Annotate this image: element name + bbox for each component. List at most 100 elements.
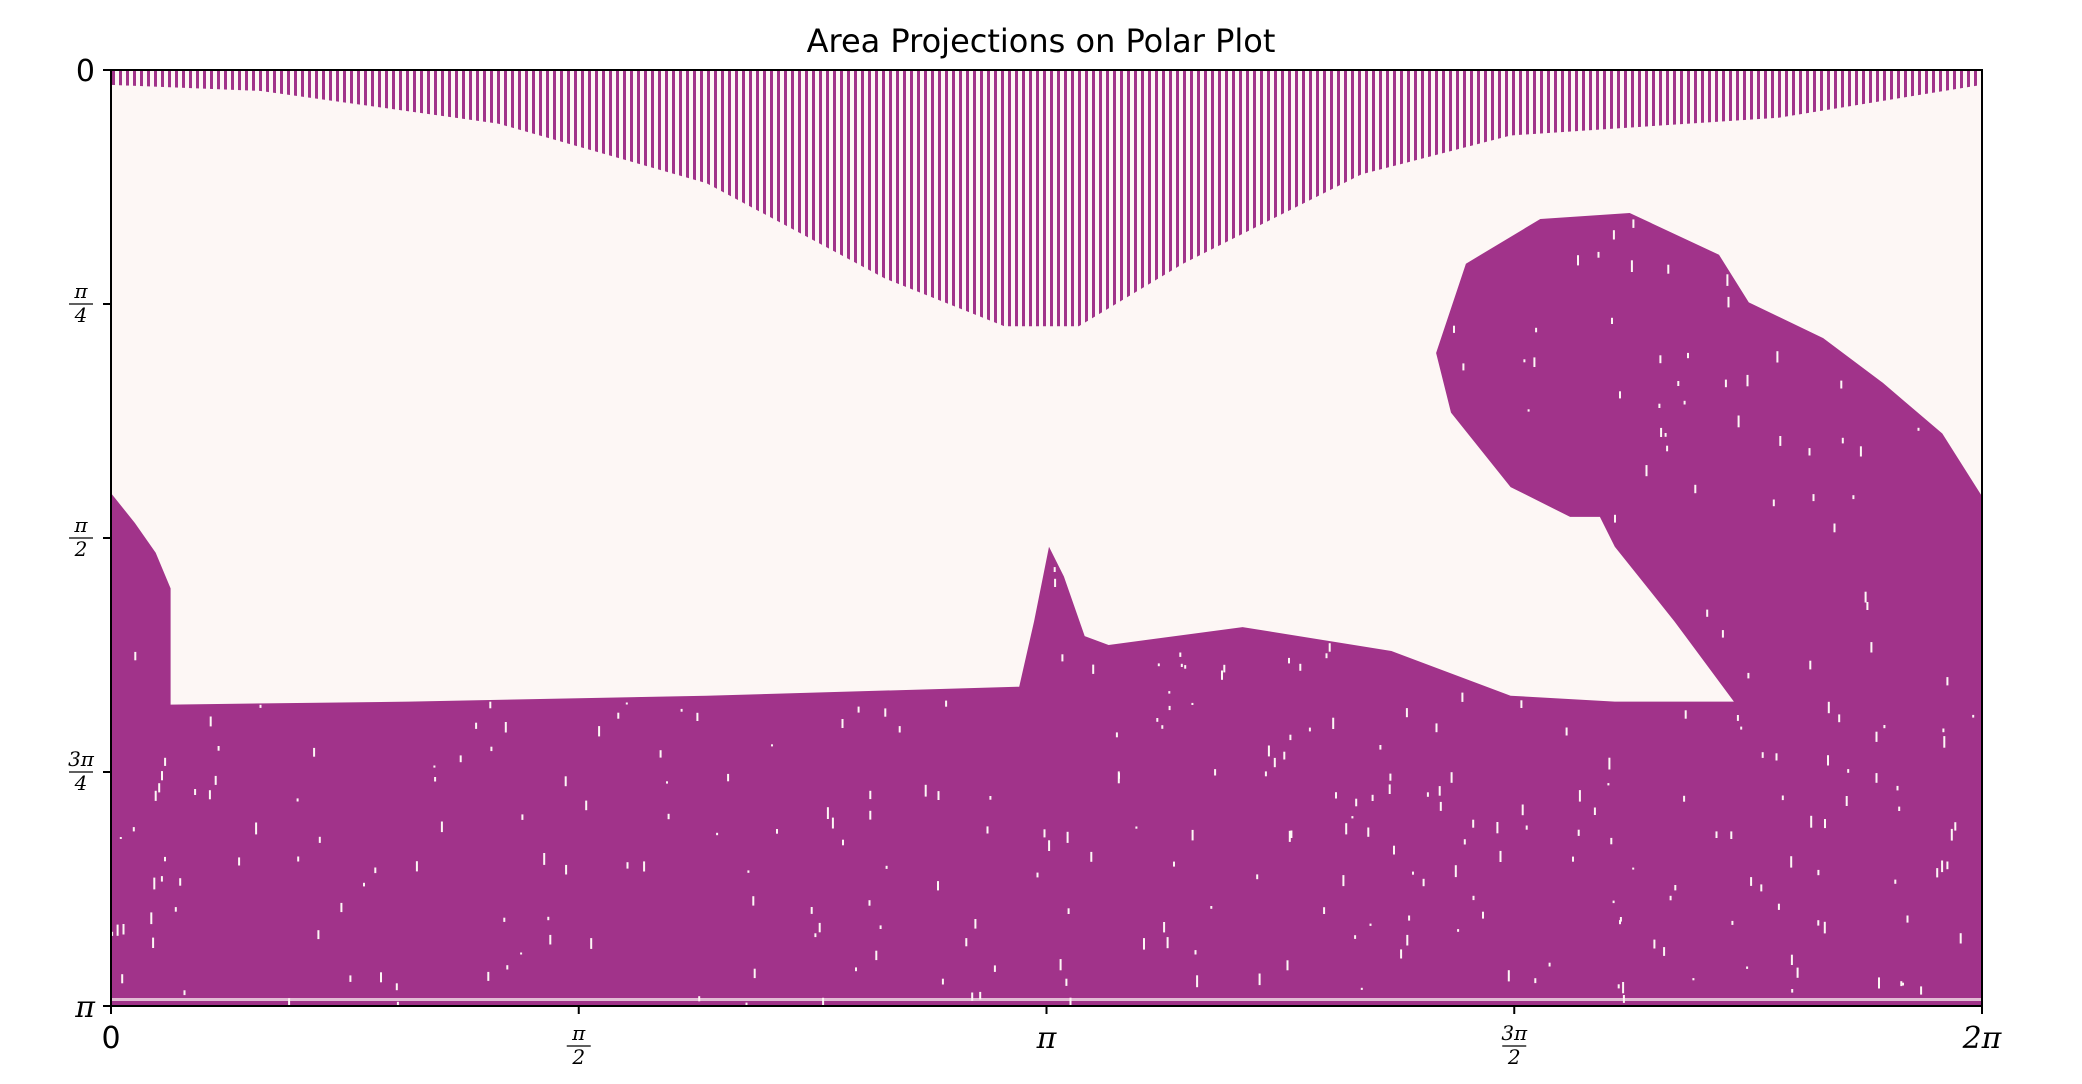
speckle (1943, 736, 1946, 748)
speckle (1896, 785, 1899, 791)
speckle (1507, 970, 1510, 982)
speckle (1617, 984, 1620, 989)
speckle (1462, 363, 1465, 371)
speckle (1325, 653, 1328, 659)
speckle (1878, 977, 1880, 989)
speckle (1727, 296, 1730, 308)
speckle (255, 822, 258, 835)
speckle (1875, 773, 1878, 783)
speckle (1777, 903, 1780, 910)
speckle (1607, 783, 1610, 786)
speckle (1917, 427, 1920, 431)
y-tick-label-4: π (74, 990, 96, 1025)
speckle (1632, 219, 1635, 228)
speckle (174, 907, 177, 912)
chart-title: Area Projections on Polar Plot (807, 22, 1276, 60)
speckle (1521, 804, 1524, 816)
speckle (153, 877, 156, 890)
speckle (585, 800, 588, 811)
speckle (1630, 260, 1633, 272)
speckle (1289, 734, 1292, 741)
speckle (1168, 705, 1171, 711)
speckle (1299, 663, 1302, 671)
speckle (1328, 643, 1331, 652)
speckle (1288, 830, 1291, 842)
speckle (134, 651, 137, 661)
speckle (1578, 790, 1581, 802)
speckle (318, 836, 321, 843)
speckle (1632, 867, 1635, 870)
speckle (1790, 954, 1793, 965)
speckle (1061, 654, 1064, 662)
speckle (1426, 792, 1429, 797)
speckle (1747, 672, 1750, 679)
speckle (1779, 436, 1782, 446)
speckle (132, 827, 135, 832)
speckle (1369, 923, 1372, 926)
speckle (1090, 851, 1093, 862)
speckle (1750, 877, 1753, 886)
speckle (161, 771, 163, 781)
speckle (565, 864, 568, 875)
speckle (1817, 920, 1820, 926)
speckle (745, 1002, 748, 1006)
x-tick-label-3: 3π2 (1501, 1021, 1528, 1069)
speckle (1883, 725, 1886, 729)
speckle (1163, 922, 1166, 933)
speckle (122, 924, 125, 935)
speckle (1866, 602, 1869, 610)
speckle (1761, 752, 1764, 758)
speckle (349, 975, 352, 982)
speckle (680, 708, 683, 712)
speckle (152, 937, 155, 948)
speckle (1535, 327, 1538, 333)
speckle (1069, 997, 1072, 1006)
speckle (1614, 514, 1616, 523)
speckle (1196, 975, 1199, 988)
speckle (659, 750, 662, 758)
speckle (1619, 920, 1621, 925)
speckle (1692, 978, 1695, 981)
speckle (1454, 865, 1457, 878)
speckle (1173, 861, 1175, 867)
speckle (1191, 702, 1194, 705)
speckle (625, 702, 628, 705)
speckle (1845, 796, 1848, 806)
speckle (1730, 831, 1733, 839)
speckle (1184, 665, 1187, 669)
speckle (1273, 757, 1276, 768)
svg-text:2π: 2π (1962, 1021, 2003, 1056)
speckle (879, 925, 882, 929)
speckle (1864, 591, 1867, 603)
speckle (433, 765, 436, 768)
speckle (1156, 718, 1159, 722)
speckle (487, 971, 490, 981)
speckle (1612, 230, 1615, 240)
speckle (1351, 816, 1354, 819)
svg-text:3π: 3π (68, 747, 95, 771)
speckle (1053, 567, 1056, 572)
speckle (771, 744, 773, 747)
speckle (119, 837, 122, 839)
speckle (1439, 801, 1442, 811)
svg-text:0: 0 (101, 1021, 120, 1056)
speckle (1684, 710, 1687, 719)
speckle (814, 933, 817, 938)
speckle (1875, 731, 1878, 742)
speckle (179, 878, 182, 886)
speckle (1726, 274, 1729, 286)
speckle (1833, 523, 1836, 533)
speckle (1663, 947, 1666, 956)
speckle (1731, 920, 1734, 925)
y-tick-label-3: 3π4 (68, 747, 95, 795)
speckle (160, 876, 163, 882)
speckle (490, 746, 493, 752)
speckle (564, 776, 567, 787)
speckle (1687, 352, 1689, 359)
speckle (868, 900, 871, 906)
region-bottom-fill (111, 213, 1982, 1006)
speckle (1941, 860, 1944, 873)
speckle (1342, 875, 1345, 887)
speckle (1389, 773, 1392, 781)
speckle (1335, 792, 1337, 799)
